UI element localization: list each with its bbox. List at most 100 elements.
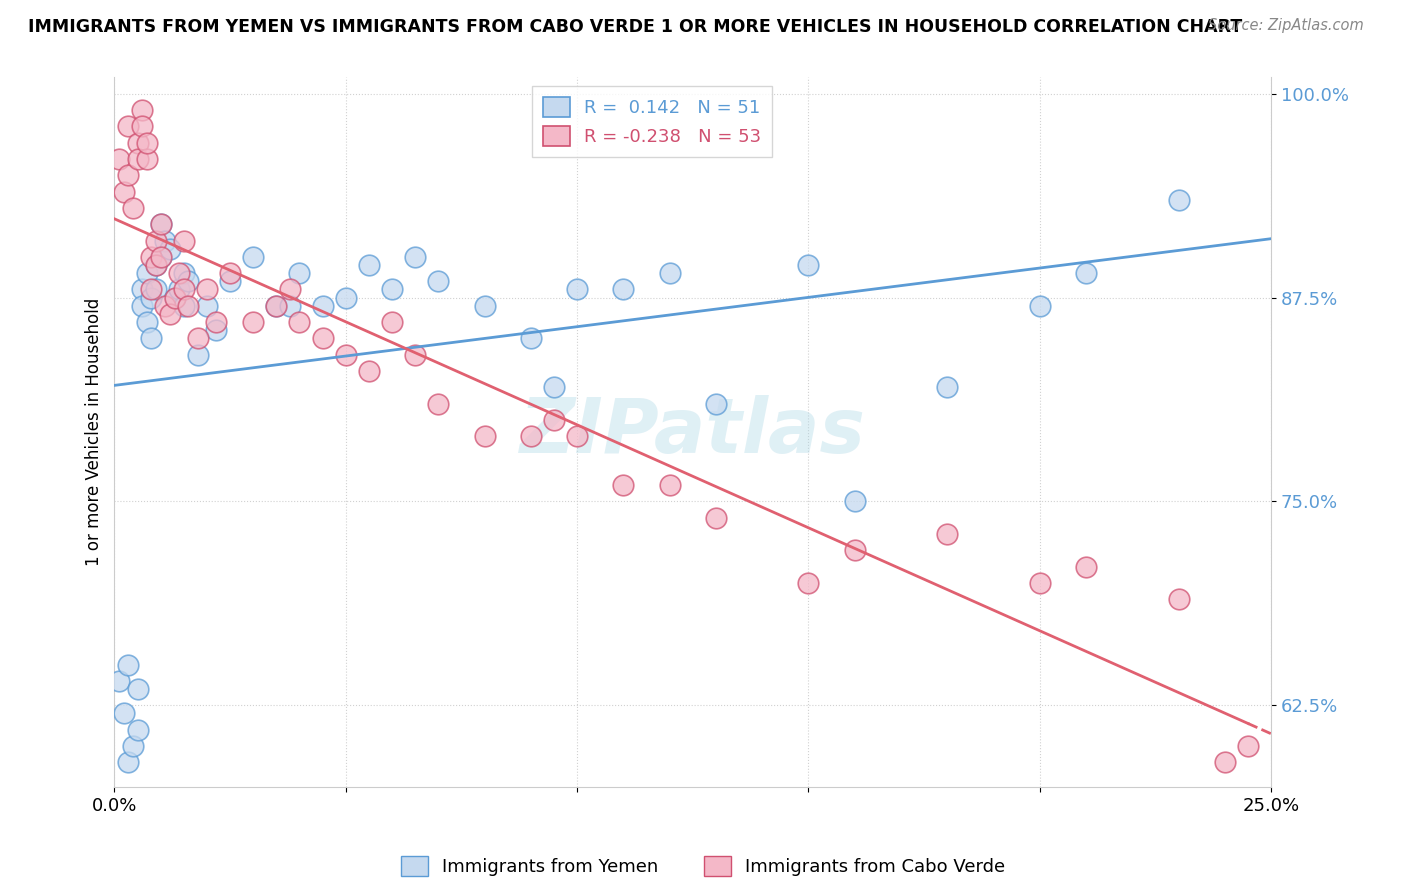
Point — [565, 282, 588, 296]
Text: ZIPatlas: ZIPatlas — [520, 395, 866, 469]
Point — [704, 396, 727, 410]
Point — [242, 250, 264, 264]
Point — [122, 201, 145, 215]
Text: Source: ZipAtlas.com: Source: ZipAtlas.com — [1208, 18, 1364, 33]
Point — [278, 299, 301, 313]
Legend: R =  0.142   N = 51, R = -0.238   N = 53: R = 0.142 N = 51, R = -0.238 N = 53 — [531, 87, 772, 157]
Point — [844, 543, 866, 558]
Point — [311, 299, 333, 313]
Point — [108, 673, 131, 688]
Point — [1213, 756, 1236, 770]
Point — [127, 681, 149, 696]
Point — [108, 152, 131, 166]
Point — [1167, 592, 1189, 607]
Point — [145, 234, 167, 248]
Point — [520, 429, 543, 443]
Point — [704, 510, 727, 524]
Point — [1074, 266, 1097, 280]
Point — [612, 478, 634, 492]
Point — [145, 258, 167, 272]
Point — [141, 282, 163, 296]
Point — [1029, 576, 1052, 591]
Point — [117, 169, 139, 183]
Point — [205, 323, 228, 337]
Point — [177, 299, 200, 313]
Point — [127, 152, 149, 166]
Point — [288, 315, 311, 329]
Point — [159, 307, 181, 321]
Point — [159, 242, 181, 256]
Point — [163, 291, 186, 305]
Point — [187, 331, 209, 345]
Point — [1029, 299, 1052, 313]
Point — [112, 185, 135, 199]
Point — [112, 706, 135, 721]
Point — [117, 657, 139, 672]
Point — [141, 331, 163, 345]
Point — [131, 103, 153, 117]
Point — [797, 258, 820, 272]
Point — [205, 315, 228, 329]
Point — [474, 299, 496, 313]
Point — [145, 258, 167, 272]
Point — [520, 331, 543, 345]
Point — [195, 282, 218, 296]
Point — [474, 429, 496, 443]
Point — [543, 413, 565, 427]
Point — [311, 331, 333, 345]
Point — [135, 136, 157, 150]
Point — [117, 120, 139, 134]
Point — [131, 120, 153, 134]
Point — [427, 396, 450, 410]
Point — [127, 136, 149, 150]
Point — [797, 576, 820, 591]
Point — [127, 723, 149, 737]
Point — [131, 282, 153, 296]
Point — [844, 494, 866, 508]
Point — [381, 282, 404, 296]
Point — [173, 299, 195, 313]
Point — [936, 380, 959, 394]
Point — [163, 291, 186, 305]
Point — [357, 364, 380, 378]
Point — [278, 282, 301, 296]
Point — [149, 250, 172, 264]
Point — [135, 315, 157, 329]
Point — [936, 527, 959, 541]
Point — [288, 266, 311, 280]
Point — [195, 299, 218, 313]
Point — [1237, 739, 1260, 753]
Point — [219, 274, 242, 288]
Point — [122, 739, 145, 753]
Point — [612, 282, 634, 296]
Point — [266, 299, 288, 313]
Point — [427, 274, 450, 288]
Point — [219, 266, 242, 280]
Point — [149, 250, 172, 264]
Point — [1074, 559, 1097, 574]
Point — [149, 217, 172, 231]
Point — [167, 282, 190, 296]
Point — [155, 234, 177, 248]
Point — [131, 299, 153, 313]
Point — [658, 478, 681, 492]
Point — [187, 348, 209, 362]
Legend: Immigrants from Yemen, Immigrants from Cabo Verde: Immigrants from Yemen, Immigrants from C… — [394, 848, 1012, 883]
Point — [404, 348, 426, 362]
Point — [141, 250, 163, 264]
Point — [404, 250, 426, 264]
Point — [357, 258, 380, 272]
Point — [149, 217, 172, 231]
Point — [155, 299, 177, 313]
Point — [177, 274, 200, 288]
Point — [266, 299, 288, 313]
Y-axis label: 1 or more Vehicles in Household: 1 or more Vehicles in Household — [86, 298, 103, 566]
Point — [543, 380, 565, 394]
Point — [173, 234, 195, 248]
Point — [381, 315, 404, 329]
Point — [173, 266, 195, 280]
Point — [141, 291, 163, 305]
Point — [335, 348, 357, 362]
Point — [135, 152, 157, 166]
Point — [335, 291, 357, 305]
